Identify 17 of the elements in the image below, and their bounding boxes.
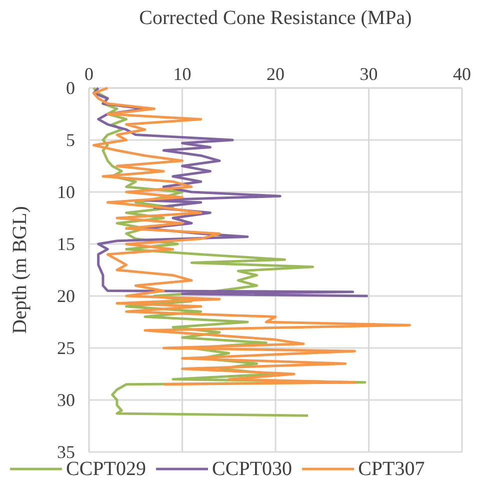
y-tick-label: 10	[57, 182, 75, 202]
y-tick-label: 20	[57, 286, 75, 306]
legend-label: CPT307	[358, 458, 425, 480]
x-tick-label: 10	[173, 64, 192, 84]
line-series	[92, 86, 412, 386]
y-tick-label: 0	[66, 78, 75, 98]
y-tick-label: 30	[57, 390, 75, 410]
y-tick-label: 15	[57, 234, 75, 254]
y-tick-label: 5	[66, 130, 75, 150]
x-axis-title: Corrected Cone Resistance (MPa)	[139, 7, 412, 29]
x-tick-label: 40	[453, 64, 471, 84]
x-tick-label: 0	[84, 64, 94, 84]
y-tick-label: 25	[57, 338, 75, 358]
legend-label: CCPT030	[212, 458, 292, 480]
y-axis-title: Depth (m BGL)	[9, 206, 31, 334]
x-tick-label: 20	[266, 64, 284, 84]
x-tick-label: 30	[360, 64, 378, 84]
